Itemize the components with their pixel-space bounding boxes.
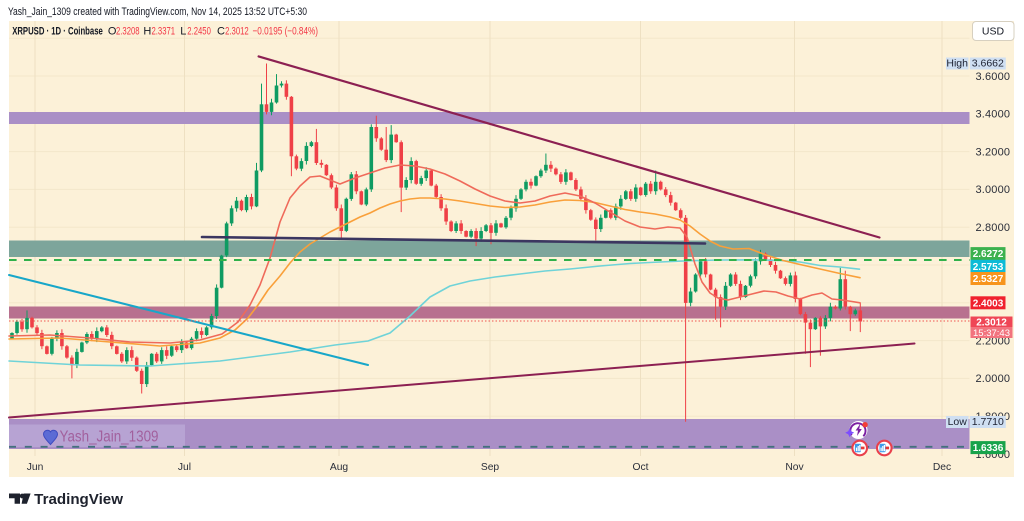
svg-text:Jun: Jun	[27, 462, 44, 473]
svg-text:Aug: Aug	[330, 462, 349, 473]
svg-text:Yash_Jain_1309: Yash_Jain_1309	[60, 429, 159, 446]
svg-text:Sep: Sep	[481, 462, 500, 473]
svg-text:2.2450: 2.2450	[187, 25, 211, 37]
svg-text:Oct: Oct	[632, 462, 648, 473]
svg-text:−0.0195 (−0.84%): −0.0195 (−0.84%)	[253, 25, 319, 37]
svg-text:2.6272: 2.6272	[973, 249, 1004, 260]
svg-text:2.3208: 2.3208	[116, 25, 140, 37]
svg-text:Low: Low	[948, 416, 968, 428]
svg-text:High: High	[946, 58, 968, 70]
svg-text:3.6662: 3.6662	[972, 58, 1004, 70]
svg-text:1.7710: 1.7710	[972, 416, 1004, 428]
svg-text:3.6000: 3.6000	[976, 71, 1011, 83]
svg-text:2.4003: 2.4003	[973, 298, 1004, 309]
svg-text:2.5327: 2.5327	[973, 274, 1004, 285]
svg-text:2.0000: 2.0000	[976, 373, 1011, 385]
svg-text:L: L	[180, 25, 186, 37]
svg-text:3.2000: 3.2000	[976, 146, 1011, 158]
svg-text:2.3012: 2.3012	[225, 25, 249, 37]
svg-text:2.3371: 2.3371	[152, 25, 176, 37]
svg-text:H: H	[143, 25, 151, 37]
svg-text:3.0000: 3.0000	[976, 184, 1011, 196]
svg-text:Jul: Jul	[178, 462, 191, 473]
svg-text:2.2000: 2.2000	[976, 335, 1011, 347]
svg-text:C: C	[217, 25, 225, 37]
svg-text:Yash_Jain_1309 created with Tr: Yash_Jain_1309 created with TradingView.…	[8, 6, 307, 18]
svg-text:15:37:43: 15:37:43	[973, 328, 1010, 339]
svg-text:2.5753: 2.5753	[973, 262, 1004, 273]
svg-text:1.6336: 1.6336	[973, 443, 1004, 454]
svg-text:USD: USD	[982, 26, 1005, 38]
svg-text:XRPUSD · 1D · Coinbase: XRPUSD · 1D · Coinbase	[12, 25, 103, 37]
svg-text:TradingView: TradingView	[34, 491, 123, 508]
svg-text:2.3012: 2.3012	[976, 318, 1007, 329]
svg-text:2.8000: 2.8000	[976, 222, 1011, 234]
svg-text:3.4000: 3.4000	[976, 109, 1011, 121]
svg-text:O: O	[108, 25, 117, 37]
svg-text:Nov: Nov	[785, 462, 804, 473]
svg-text:Dec: Dec	[933, 462, 951, 473]
